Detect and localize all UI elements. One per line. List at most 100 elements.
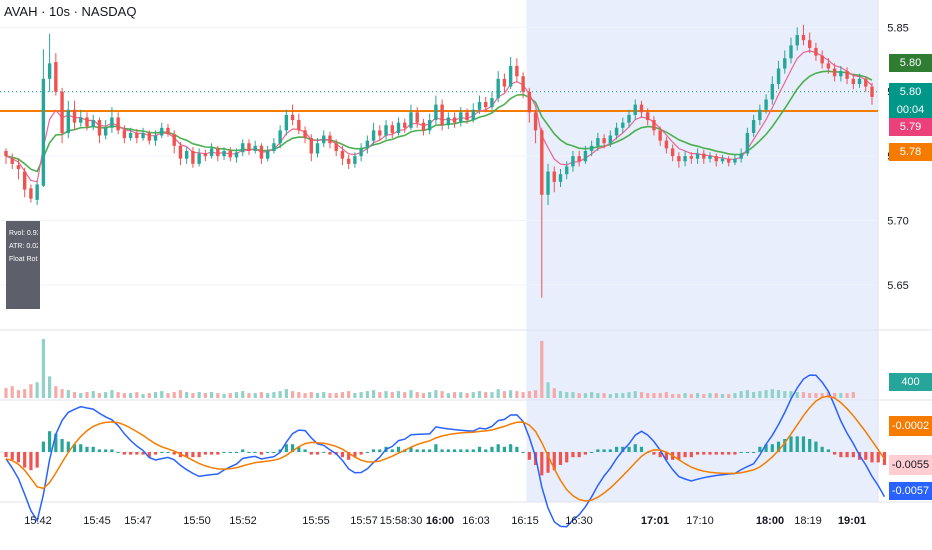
candle: [16, 158, 21, 180]
time-tick-label: 15:55: [302, 515, 330, 527]
macd-histogram-bar: [795, 436, 799, 452]
candle: [459, 107, 463, 127]
volume-bar: [839, 393, 843, 398]
candle-body: [614, 127, 619, 136]
candle-body: [540, 130, 544, 195]
candle: [639, 100, 644, 118]
macd-histogram-bar: [452, 449, 457, 452]
macd-histogram-bar: [695, 452, 700, 455]
candle: [359, 143, 363, 162]
macd-histogram-bar: [48, 431, 52, 452]
candle-body: [390, 125, 394, 133]
macd-histogram-bar: [185, 452, 189, 458]
candle-body: [565, 166, 569, 175]
time-tick-label: 15:47: [124, 515, 152, 527]
candle: [689, 152, 694, 164]
macd-histogram-bar: [141, 452, 145, 455]
candle: [490, 91, 494, 110]
candle-body: [378, 130, 382, 136]
candle: [365, 135, 370, 154]
volume-bar: [10, 386, 14, 398]
candle-body: [515, 65, 519, 77]
candle: [751, 114, 756, 137]
macd-histogram-bar: [284, 444, 288, 452]
candle-body: [789, 45, 793, 59]
candle-body: [97, 120, 102, 136]
macd-histogram-bar: [54, 433, 58, 452]
candle: [22, 167, 27, 198]
candle-body: [689, 156, 694, 159]
candle-body: [658, 130, 662, 141]
candle: [184, 147, 189, 164]
candle: [41, 49, 46, 188]
time-tick-label: 16:15: [511, 515, 539, 527]
candle: [739, 148, 743, 163]
macd-histogram-bar: [820, 446, 824, 452]
volume-bar: [621, 393, 625, 398]
volume-bar: [521, 392, 525, 398]
macd-histogram-bar: [652, 452, 656, 455]
volume-bar: [689, 394, 693, 398]
volume-bar: [197, 392, 201, 398]
candle: [66, 100, 71, 139]
candle-body: [583, 150, 588, 162]
volume-bar: [334, 393, 338, 398]
candle: [670, 144, 675, 162]
candle-body: [490, 98, 494, 108]
macd-histogram-bar: [241, 449, 245, 452]
volume-bar: [29, 384, 33, 398]
candle: [166, 123, 170, 137]
candle-body: [128, 132, 133, 139]
volume-bar: [770, 389, 774, 398]
candle: [72, 100, 77, 131]
volume-bar: [315, 393, 320, 398]
volume-tag: 400: [889, 373, 932, 391]
candle-body: [334, 143, 338, 151]
candle: [128, 127, 133, 141]
macd-line: [5, 374, 886, 528]
volume-bar: [833, 393, 837, 398]
candle-body: [695, 153, 700, 159]
candle-body: [677, 156, 681, 162]
candle: [515, 58, 519, 82]
volume-bar: [104, 392, 108, 398]
candle-body: [421, 122, 426, 131]
candle: [390, 121, 394, 139]
candle: [110, 107, 114, 133]
candle: [197, 148, 201, 167]
volume-bar: [577, 393, 581, 398]
price-axis-tag: 00:04: [889, 101, 932, 120]
macd-histogram-bar: [509, 444, 513, 452]
macd-histogram-bar: [714, 452, 718, 455]
time-tick-label: 15:57: [350, 515, 378, 527]
stats-box: Rvol: 0.93 ATR: 0.02 Float Rot: 0: [6, 221, 40, 309]
macd-histogram-bar: [627, 446, 631, 452]
macd-histogram-bar: [540, 452, 544, 476]
macd-histogram-bar: [621, 446, 625, 452]
candle-body: [234, 152, 239, 158]
volume-bar: [602, 393, 606, 398]
candle: [565, 161, 569, 180]
volume-bar: [16, 390, 21, 398]
macd-histogram-bar: [565, 452, 569, 463]
candle-body: [745, 132, 750, 154]
volume-bar: [652, 393, 656, 398]
volume-bar: [440, 391, 444, 398]
volume-bar: [54, 386, 58, 398]
volume-bar: [153, 392, 158, 398]
candle: [253, 140, 257, 154]
volume-bar: [203, 393, 207, 398]
candle-body: [409, 112, 413, 128]
time-tick-label: 18:00: [756, 515, 784, 527]
candle-body: [477, 102, 482, 110]
volume-bar: [160, 391, 164, 398]
candle-body: [10, 158, 14, 164]
candle-body: [807, 40, 812, 48]
candle: [783, 50, 787, 74]
volume-bar: [141, 394, 145, 398]
volume-bar: [253, 393, 257, 398]
candle-body: [814, 47, 818, 56]
candle-body: [290, 114, 295, 121]
time-tick-label: 17:01: [641, 515, 669, 527]
